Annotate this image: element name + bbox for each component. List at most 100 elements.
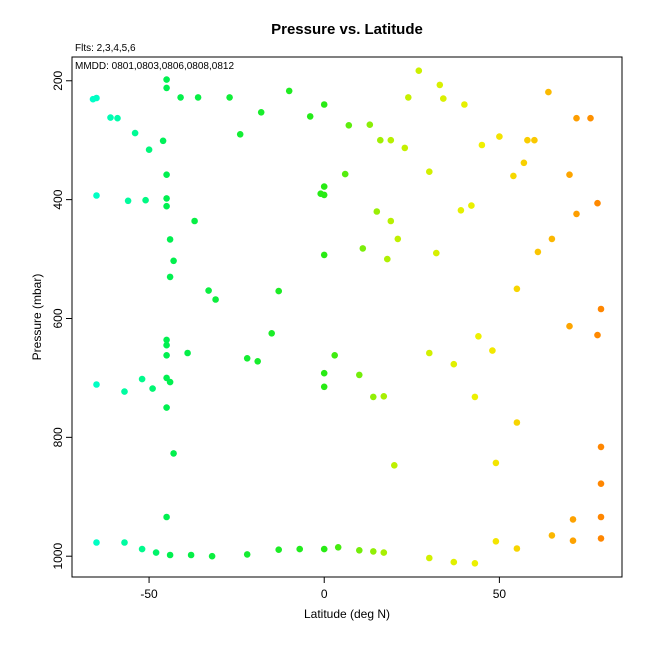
data-point-106 <box>548 532 556 539</box>
data-point-24 <box>436 81 444 89</box>
chart-title: Pressure vs. Latitude <box>271 21 423 38</box>
data-point-43 <box>163 202 170 210</box>
data-point-89 <box>166 378 174 386</box>
data-point-80 <box>331 352 339 359</box>
data-point-121 <box>320 545 328 553</box>
data-point-66 <box>212 296 219 303</box>
data-point-71 <box>594 331 601 339</box>
x-axis-label: Latitude (deg N) <box>304 607 390 621</box>
data-point-98 <box>170 450 177 457</box>
data-point-126 <box>426 554 433 562</box>
data-point-8 <box>163 84 170 92</box>
data-point-23 <box>415 67 423 74</box>
data-point-99 <box>597 443 605 451</box>
data-point-125 <box>380 549 388 556</box>
data-point-31 <box>531 136 538 144</box>
data-point-87 <box>149 385 156 392</box>
data-point-3 <box>114 114 121 122</box>
data-point-86 <box>138 375 146 383</box>
data-point-61 <box>394 235 402 243</box>
data-point-45 <box>373 208 381 215</box>
data-point-96 <box>163 404 170 411</box>
x-tick-label-2: 50 <box>493 587 507 601</box>
data-point-21 <box>401 144 409 152</box>
y-axis: 200 400 600 800 1000 <box>51 70 72 570</box>
data-point-27 <box>478 141 486 149</box>
data-point-114 <box>152 549 160 556</box>
data-point-64 <box>548 235 556 243</box>
data-point-63 <box>534 248 542 256</box>
data-point-109 <box>492 538 500 545</box>
y-tick-label-0: 200 <box>51 70 65 90</box>
y-tick-label-2: 600 <box>51 308 65 328</box>
data-point-127 <box>450 558 458 566</box>
x-tick-label-0: -50 <box>140 587 158 601</box>
data-point-16 <box>320 101 328 108</box>
data-point-19 <box>377 136 384 144</box>
data-point-122 <box>334 544 342 551</box>
data-point-18 <box>366 121 374 128</box>
data-point-25 <box>440 95 447 102</box>
data-point-2 <box>107 114 114 121</box>
data-point-102 <box>597 480 605 488</box>
data-points <box>89 67 605 567</box>
data-point-123 <box>356 547 363 554</box>
data-point-13 <box>257 109 265 116</box>
data-point-28 <box>496 133 503 140</box>
data-point-39 <box>93 192 100 199</box>
data-point-9 <box>177 94 184 101</box>
data-point-65 <box>205 287 212 294</box>
data-point-62 <box>433 249 440 257</box>
data-point-59 <box>359 245 367 252</box>
data-point-40 <box>124 197 132 205</box>
data-point-101 <box>492 459 500 467</box>
data-point-84 <box>93 381 100 388</box>
data-point-97 <box>513 419 521 426</box>
data-point-4 <box>131 129 139 137</box>
dates-annotation: MMDD: 0801,0803,0806,0808,0812 <box>75 61 234 72</box>
data-point-73 <box>268 330 276 337</box>
data-point-5 <box>145 146 153 153</box>
data-point-103 <box>163 513 170 521</box>
flights-annotation: Flts: 2,3,4,5,6 <box>75 43 136 54</box>
data-point-44 <box>191 217 198 225</box>
data-point-104 <box>569 516 577 523</box>
data-point-58 <box>320 251 328 259</box>
data-point-79 <box>254 358 261 365</box>
data-point-46 <box>387 217 395 225</box>
data-point-93 <box>370 393 377 401</box>
data-point-34 <box>341 170 349 178</box>
data-point-17 <box>345 122 353 129</box>
data-point-26 <box>461 101 468 108</box>
y-tick-label-4: 1000 <box>51 543 65 570</box>
data-point-77 <box>184 349 191 357</box>
data-point-69 <box>597 305 605 313</box>
data-point-115 <box>166 551 174 559</box>
y-axis-label: Pressure (mbar) <box>30 274 44 361</box>
data-point-85 <box>121 388 128 395</box>
data-point-49 <box>566 171 573 178</box>
data-point-50 <box>573 210 580 218</box>
data-point-67 <box>275 287 283 295</box>
data-point-30 <box>524 136 531 144</box>
data-point-75 <box>163 341 170 349</box>
data-point-53 <box>573 114 580 122</box>
data-point-1 <box>93 94 100 102</box>
data-point-110 <box>513 545 521 552</box>
data-point-117 <box>208 552 216 560</box>
data-point-33 <box>426 168 433 175</box>
data-point-32 <box>510 172 517 180</box>
data-point-112 <box>121 539 128 546</box>
plot-frame <box>71 56 623 578</box>
data-point-128 <box>471 560 479 567</box>
data-point-54 <box>587 114 594 122</box>
data-point-78 <box>243 355 251 362</box>
data-point-92 <box>356 371 363 379</box>
data-point-82 <box>450 360 458 368</box>
data-point-113 <box>138 545 146 553</box>
data-point-108 <box>597 535 605 542</box>
data-point-15 <box>306 113 314 120</box>
data-point-55 <box>166 236 174 243</box>
data-point-7 <box>163 76 170 83</box>
data-point-41 <box>142 196 149 204</box>
